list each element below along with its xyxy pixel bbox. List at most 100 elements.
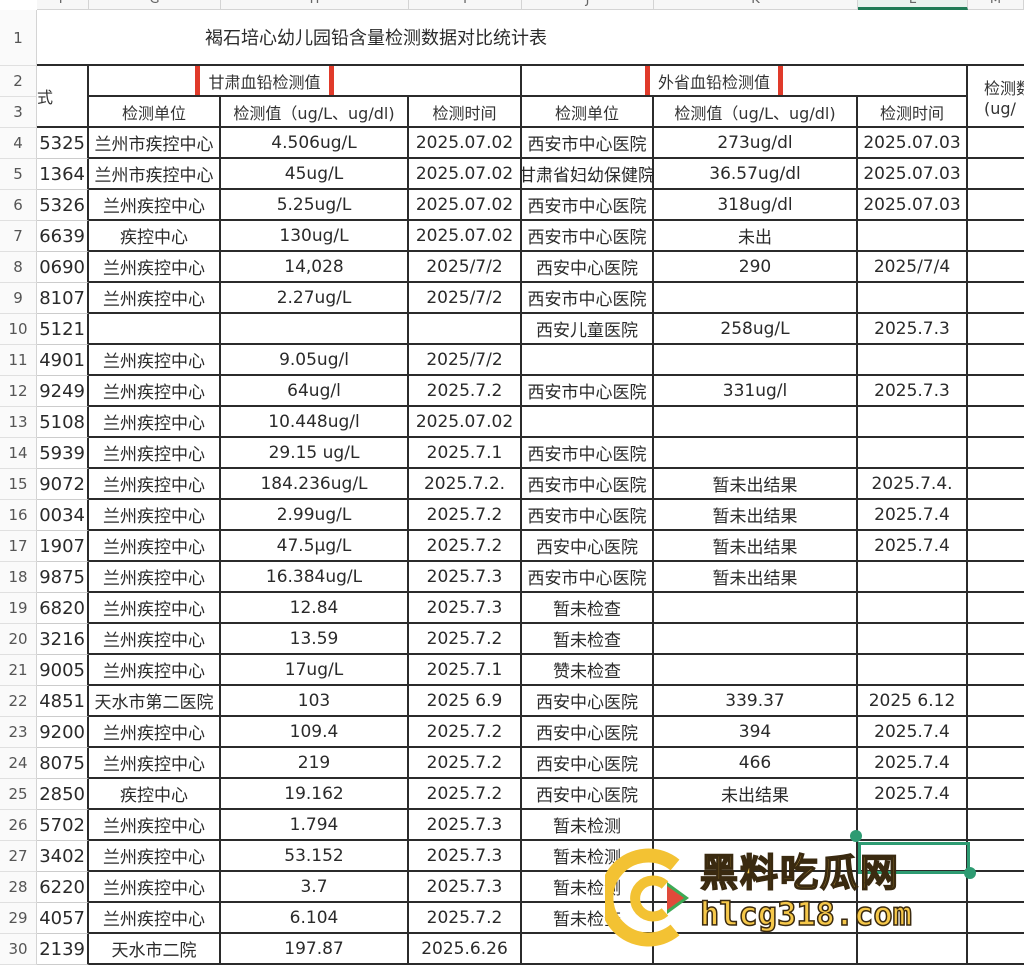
cell-id[interactable]: 2850 xyxy=(37,779,89,810)
cell-gs-unit[interactable]: 疾控中心 xyxy=(89,221,221,252)
cell-gs-unit[interactable]: 兰州疾控中心 xyxy=(89,252,221,283)
row-header-15[interactable]: 15 xyxy=(0,469,37,500)
cell-gs-unit[interactable]: 兰州疾控中心 xyxy=(89,531,221,562)
cell-gs-unit[interactable]: 兰州市疾控中心 xyxy=(89,128,221,159)
cell-gs-unit[interactable]: 兰州疾控中心 xyxy=(89,655,221,686)
cell-gs-val[interactable]: 19.162 xyxy=(221,779,409,810)
cell-gs-time[interactable]: 2025.07.02 xyxy=(409,221,522,252)
column-header-g[interactable]: G xyxy=(89,0,221,10)
cell-gs-time[interactable]: 2025.7.3 xyxy=(409,562,522,593)
cell-id[interactable]: 4901 xyxy=(37,345,89,376)
cell-wp-unit[interactable]: 西安儿童医院 xyxy=(522,314,654,345)
cell-id[interactable]: 6639 xyxy=(37,221,89,252)
cell-gs-val[interactable]: 53.152 xyxy=(221,841,409,872)
cell-wp-time[interactable] xyxy=(858,407,968,438)
cell-extra[interactable] xyxy=(968,283,1024,314)
cell-gs-time[interactable]: 2025/7/2 xyxy=(409,283,522,314)
cell-extra[interactable] xyxy=(968,562,1024,593)
column-header-l[interactable]: L xyxy=(858,0,968,10)
cell-gs-unit[interactable]: 兰州疾控中心 xyxy=(89,624,221,655)
row-header-23[interactable]: 23 xyxy=(0,717,37,748)
row-header-5[interactable]: 5 xyxy=(0,159,37,190)
cell-gs-time[interactable]: 2025.7.2 xyxy=(409,531,522,562)
cell-gs-unit[interactable]: 兰州疾控中心 xyxy=(89,593,221,624)
cell-id[interactable]: 9072 xyxy=(37,469,89,500)
cell-gs-val[interactable]: 219 xyxy=(221,748,409,779)
cell-id[interactable]: 5121 xyxy=(37,314,89,345)
cell-wp-val[interactable] xyxy=(654,872,858,903)
column-header-j[interactable]: J xyxy=(522,0,654,10)
cell-wp-time[interactable] xyxy=(858,283,968,314)
row-header-20[interactable]: 20 xyxy=(0,624,37,655)
cell-extra[interactable] xyxy=(968,841,1024,872)
cell-gs-val[interactable]: 29.15 ug/L xyxy=(221,438,409,469)
cell-id[interactable]: 5326 xyxy=(37,190,89,221)
cell-wp-time[interactable] xyxy=(858,903,968,934)
cell-extra[interactable] xyxy=(968,872,1024,903)
column-header-m[interactable]: M xyxy=(968,0,1024,10)
cell-id[interactable]: 5939 xyxy=(37,438,89,469)
cell-wp-time[interactable] xyxy=(858,810,968,841)
cell-wp-val[interactable]: 318ug/dl xyxy=(654,190,858,221)
cell-id[interactable]: 0690 xyxy=(37,252,89,283)
cell-gs-time[interactable]: 2025.07.02 xyxy=(409,128,522,159)
cell-gs-time[interactable]: 2025.07.02 xyxy=(409,159,522,190)
cell-wp-unit[interactable]: 暂未检查 xyxy=(522,593,654,624)
cell-wp-unit[interactable]: 西安市中心医院 xyxy=(522,438,654,469)
cell-gs-unit[interactable]: 天水市第二医院 xyxy=(89,686,221,717)
selection-handle-bottom[interactable] xyxy=(964,867,976,879)
cell-gs-val[interactable]: 197.87 xyxy=(221,934,409,965)
cell-gs-unit[interactable]: 兰州疾控中心 xyxy=(89,810,221,841)
cell-wp-unit[interactable]: 西安中心医院 xyxy=(522,717,654,748)
cell-extra[interactable] xyxy=(968,934,1024,965)
cell-wp-unit[interactable]: 西安中心医院 xyxy=(522,531,654,562)
cell-wp-time[interactable]: 2025.07.03 xyxy=(858,128,968,159)
cell-gs-time[interactable]: 2025 6.9 xyxy=(409,686,522,717)
cell-wp-unit[interactable]: 西安市中心医院 xyxy=(522,190,654,221)
cell-gs-time[interactable]: 2025.07.02 xyxy=(409,190,522,221)
row-header-9[interactable]: 9 xyxy=(0,283,37,314)
cell-extra[interactable] xyxy=(968,624,1024,655)
cell-id[interactable]: 9249 xyxy=(37,376,89,407)
cell-wp-val[interactable]: 290 xyxy=(654,252,858,283)
cell-wp-val[interactable]: 暂未出结果 xyxy=(654,562,858,593)
row-header-18[interactable]: 18 xyxy=(0,562,37,593)
cell-wp-time[interactable] xyxy=(858,438,968,469)
cell-wp-unit[interactable]: 暂未检测 xyxy=(522,872,654,903)
cell-wp-time[interactable] xyxy=(858,345,968,376)
column-header-k[interactable]: K xyxy=(654,0,858,10)
cell-wp-val[interactable] xyxy=(654,810,858,841)
row-header-14[interactable]: 14 xyxy=(0,438,37,469)
cell-extra[interactable] xyxy=(968,810,1024,841)
cell-extra[interactable] xyxy=(968,469,1024,500)
cell-extra[interactable] xyxy=(968,593,1024,624)
row-header-21[interactable]: 21 xyxy=(0,655,37,686)
cell-gs-val[interactable]: 14,028 xyxy=(221,252,409,283)
column-header-f[interactable]: F xyxy=(37,0,89,10)
cell-gs-time[interactable]: 2025.7.3 xyxy=(409,593,522,624)
selection-handle-top[interactable] xyxy=(850,830,862,842)
cell-gs-time[interactable]: 2025.7.3 xyxy=(409,841,522,872)
cell-id[interactable]: 9005 xyxy=(37,655,89,686)
cell-wp-unit[interactable]: 西安市中心医院 xyxy=(522,283,654,314)
cell-gs-val[interactable] xyxy=(221,314,409,345)
cell-extra[interactable] xyxy=(968,314,1024,345)
cell-wp-time[interactable] xyxy=(858,562,968,593)
cell-id[interactable]: 4057 xyxy=(37,903,89,934)
cell-gs-time[interactable]: 2025.7.2 xyxy=(409,748,522,779)
cell-wp-time[interactable] xyxy=(858,593,968,624)
row-header-7[interactable]: 7 xyxy=(0,221,37,252)
cell-id[interactable]: 3402 xyxy=(37,841,89,872)
cell-id[interactable]: 8075 xyxy=(37,748,89,779)
cell-gs-time[interactable]: 2025.7.2. xyxy=(409,469,522,500)
cell-gs-time[interactable]: 2025.7.3 xyxy=(409,810,522,841)
row-header-22[interactable]: 22 xyxy=(0,686,37,717)
cell-wp-unit[interactable]: 西安市中心医院 xyxy=(522,562,654,593)
cell-wp-unit[interactable]: 暂未检查 xyxy=(522,624,654,655)
row-header-19[interactable]: 19 xyxy=(0,593,37,624)
cell-wp-val[interactable]: 未出结果 xyxy=(654,779,858,810)
row-header-3[interactable]: 3 xyxy=(0,97,37,128)
cell-wp-unit[interactable]: 西安中心医院 xyxy=(522,252,654,283)
cell-wp-val[interactable] xyxy=(654,593,858,624)
cell-gs-time[interactable]: 2025.7.2 xyxy=(409,903,522,934)
